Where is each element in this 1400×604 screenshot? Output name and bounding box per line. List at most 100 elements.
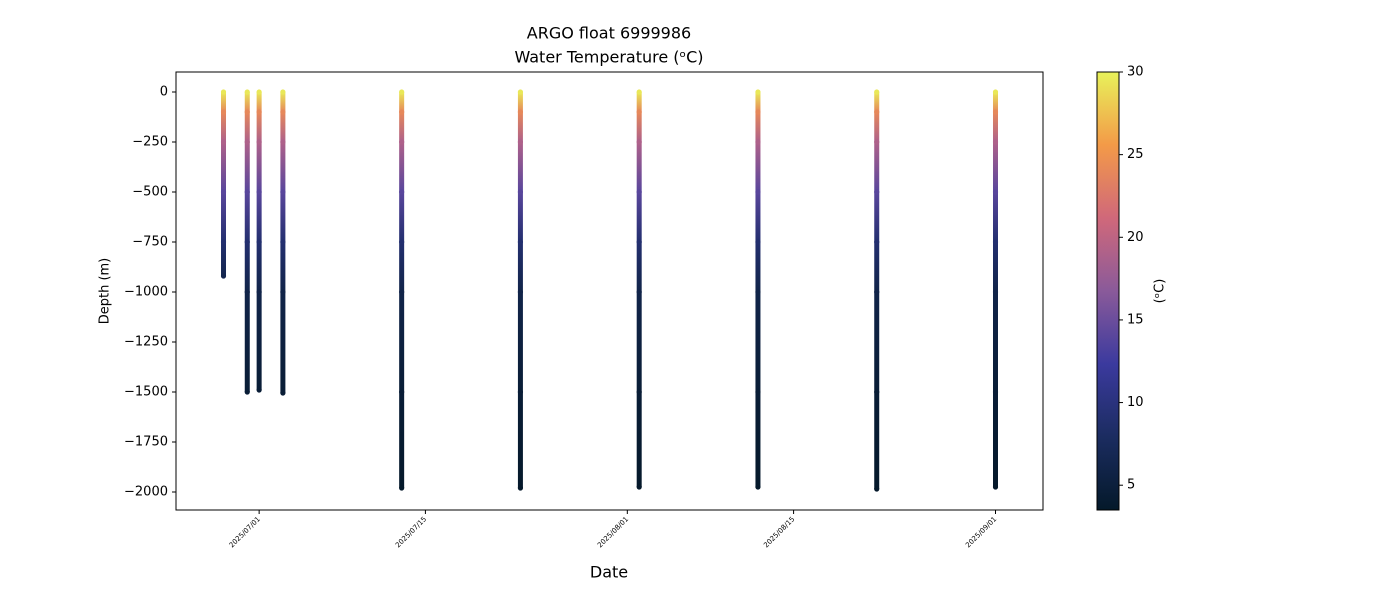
- profile-segment: [755, 392, 761, 487]
- profile-segment: [874, 142, 880, 192]
- profile-segment: [256, 242, 262, 292]
- profile-point: [256, 387, 262, 393]
- profile-segment: [517, 292, 523, 392]
- profile-segment: [874, 192, 880, 242]
- profile-point: [517, 189, 524, 195]
- chart-title: ARGO float 6999986: [527, 24, 691, 43]
- profile-point: [280, 139, 286, 145]
- profile-point: [992, 139, 999, 145]
- profile-point: [755, 189, 761, 195]
- profile-point: [755, 139, 761, 145]
- profile-point: [755, 109, 761, 115]
- profile-segment: [992, 392, 998, 487]
- profile-point: [517, 389, 524, 395]
- profile-point: [280, 390, 286, 396]
- profile-point: [244, 189, 250, 195]
- profile-point: [256, 89, 262, 95]
- profile-segment: [280, 242, 286, 292]
- profile-segment: [755, 92, 761, 112]
- profile-point: [755, 89, 761, 95]
- profile-segment: [399, 112, 405, 142]
- profile-segment: [755, 292, 761, 392]
- profile-segment: [755, 242, 761, 292]
- profile-point: [399, 239, 405, 245]
- profile-point: [256, 139, 262, 145]
- profile-segment: [256, 112, 262, 142]
- y-tick-label: −1250: [124, 335, 168, 350]
- profile-segment: [399, 392, 405, 488]
- profile-point: [220, 139, 227, 145]
- profile-point: [517, 109, 524, 115]
- x-tick-label: 2025/08/01: [596, 515, 630, 549]
- profile-point: [399, 189, 405, 195]
- profile-segment: [755, 112, 761, 142]
- profile-point: [244, 109, 250, 115]
- profile-point: [399, 389, 405, 395]
- profile-point: [992, 484, 999, 490]
- profile-segment: [517, 142, 523, 192]
- profile-segment: [517, 92, 523, 112]
- x-tick-label: 2025/07/15: [394, 515, 428, 549]
- profile-point: [517, 485, 524, 491]
- profile-point: [874, 389, 880, 395]
- profile-point: [874, 139, 880, 145]
- profile-segment: [244, 292, 250, 392]
- profile-segment: [399, 192, 405, 242]
- profile-point: [636, 289, 642, 295]
- profile-segment: [517, 392, 523, 488]
- profile-segment: [636, 192, 642, 242]
- profile-point: [636, 239, 642, 245]
- colorbar-tick-label: 15: [1127, 312, 1144, 327]
- y-tick-label: −1500: [124, 385, 168, 400]
- profile-segment: [221, 92, 227, 112]
- profile-segment: [280, 142, 286, 192]
- profile-segment: [874, 112, 880, 142]
- profile-point: [220, 273, 227, 279]
- profile-point: [755, 484, 761, 490]
- profile-point: [636, 389, 642, 395]
- colorbar-tick-label: 5: [1127, 478, 1135, 493]
- y-tick-label: −2000: [124, 485, 168, 500]
- y-tick-label: −500: [132, 185, 168, 200]
- profile-point: [874, 486, 880, 492]
- profile-segment: [874, 392, 880, 489]
- profile-point: [755, 239, 761, 245]
- profile-segment: [244, 142, 250, 192]
- chart-subtitle: Water Temperature (ᵒC): [514, 48, 703, 67]
- profile-point: [256, 189, 262, 195]
- profile-segment: [636, 142, 642, 192]
- profile-point: [517, 239, 524, 245]
- profile-point: [874, 239, 880, 245]
- profile-segment: [256, 92, 262, 112]
- profile-point: [755, 389, 761, 395]
- colorbar-tick-label: 30: [1127, 65, 1144, 80]
- profile-segment: [256, 142, 262, 192]
- profile-segment: [221, 112, 227, 142]
- profile-point: [636, 484, 642, 490]
- profile-segment: [244, 242, 250, 292]
- profile-segment: [992, 92, 998, 112]
- profile-segment: [221, 192, 227, 242]
- profile-point: [992, 389, 999, 395]
- profile-point: [220, 239, 227, 245]
- x-tick-label: 2025/09/01: [964, 515, 998, 549]
- profile-segment: [517, 192, 523, 242]
- profile-segment: [280, 112, 286, 142]
- profile-point: [636, 109, 642, 115]
- profile-segment: [221, 142, 227, 192]
- plot-frame: [175, 71, 1044, 511]
- profile-point: [399, 139, 405, 145]
- profile-segment: [874, 92, 880, 112]
- profile-segment: [992, 142, 998, 192]
- profile-point: [220, 89, 227, 95]
- profile-point: [992, 189, 999, 195]
- profile-point: [517, 89, 524, 95]
- profile-segment: [874, 292, 880, 392]
- profile-point: [280, 109, 286, 115]
- profile-point: [755, 289, 761, 295]
- profile-segment: [992, 192, 998, 242]
- profile-point: [220, 189, 227, 195]
- profile-segment: [636, 242, 642, 292]
- profile-point: [636, 189, 642, 195]
- profile-point: [874, 189, 880, 195]
